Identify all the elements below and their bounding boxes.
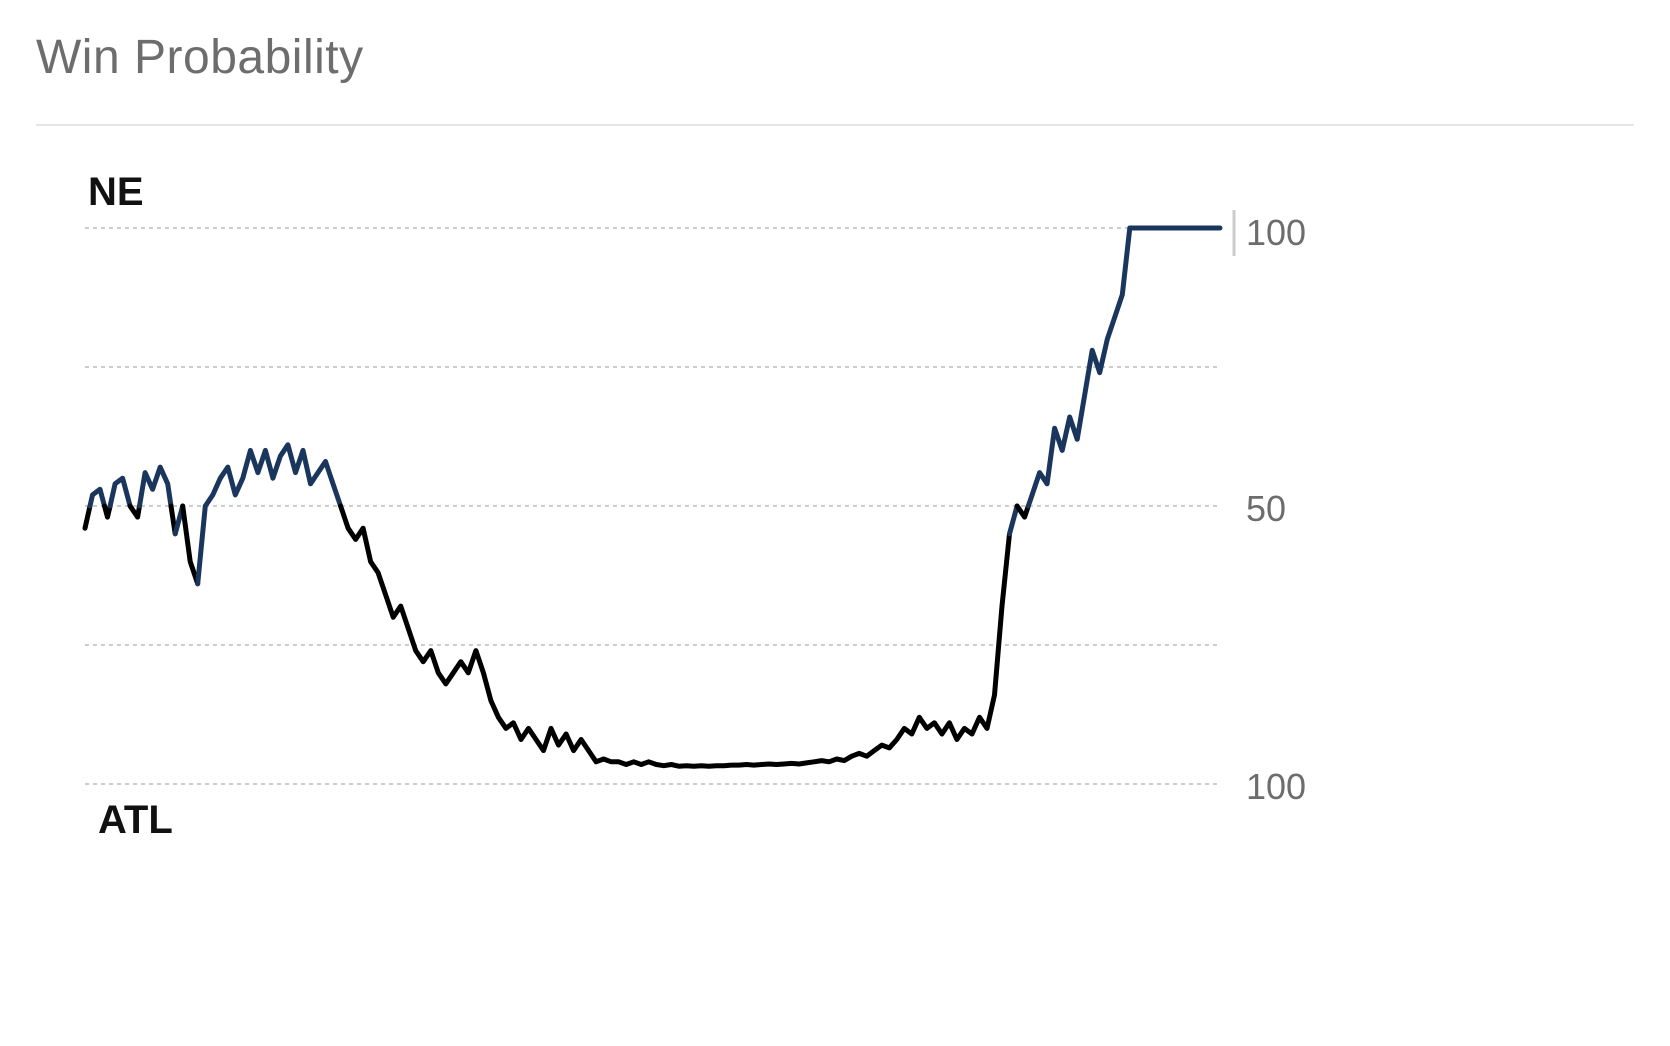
win-probability-chart [0, 0, 1670, 1046]
win-probability-panel: Win Probability NE ATL 100 50 100 [0, 0, 1670, 1046]
